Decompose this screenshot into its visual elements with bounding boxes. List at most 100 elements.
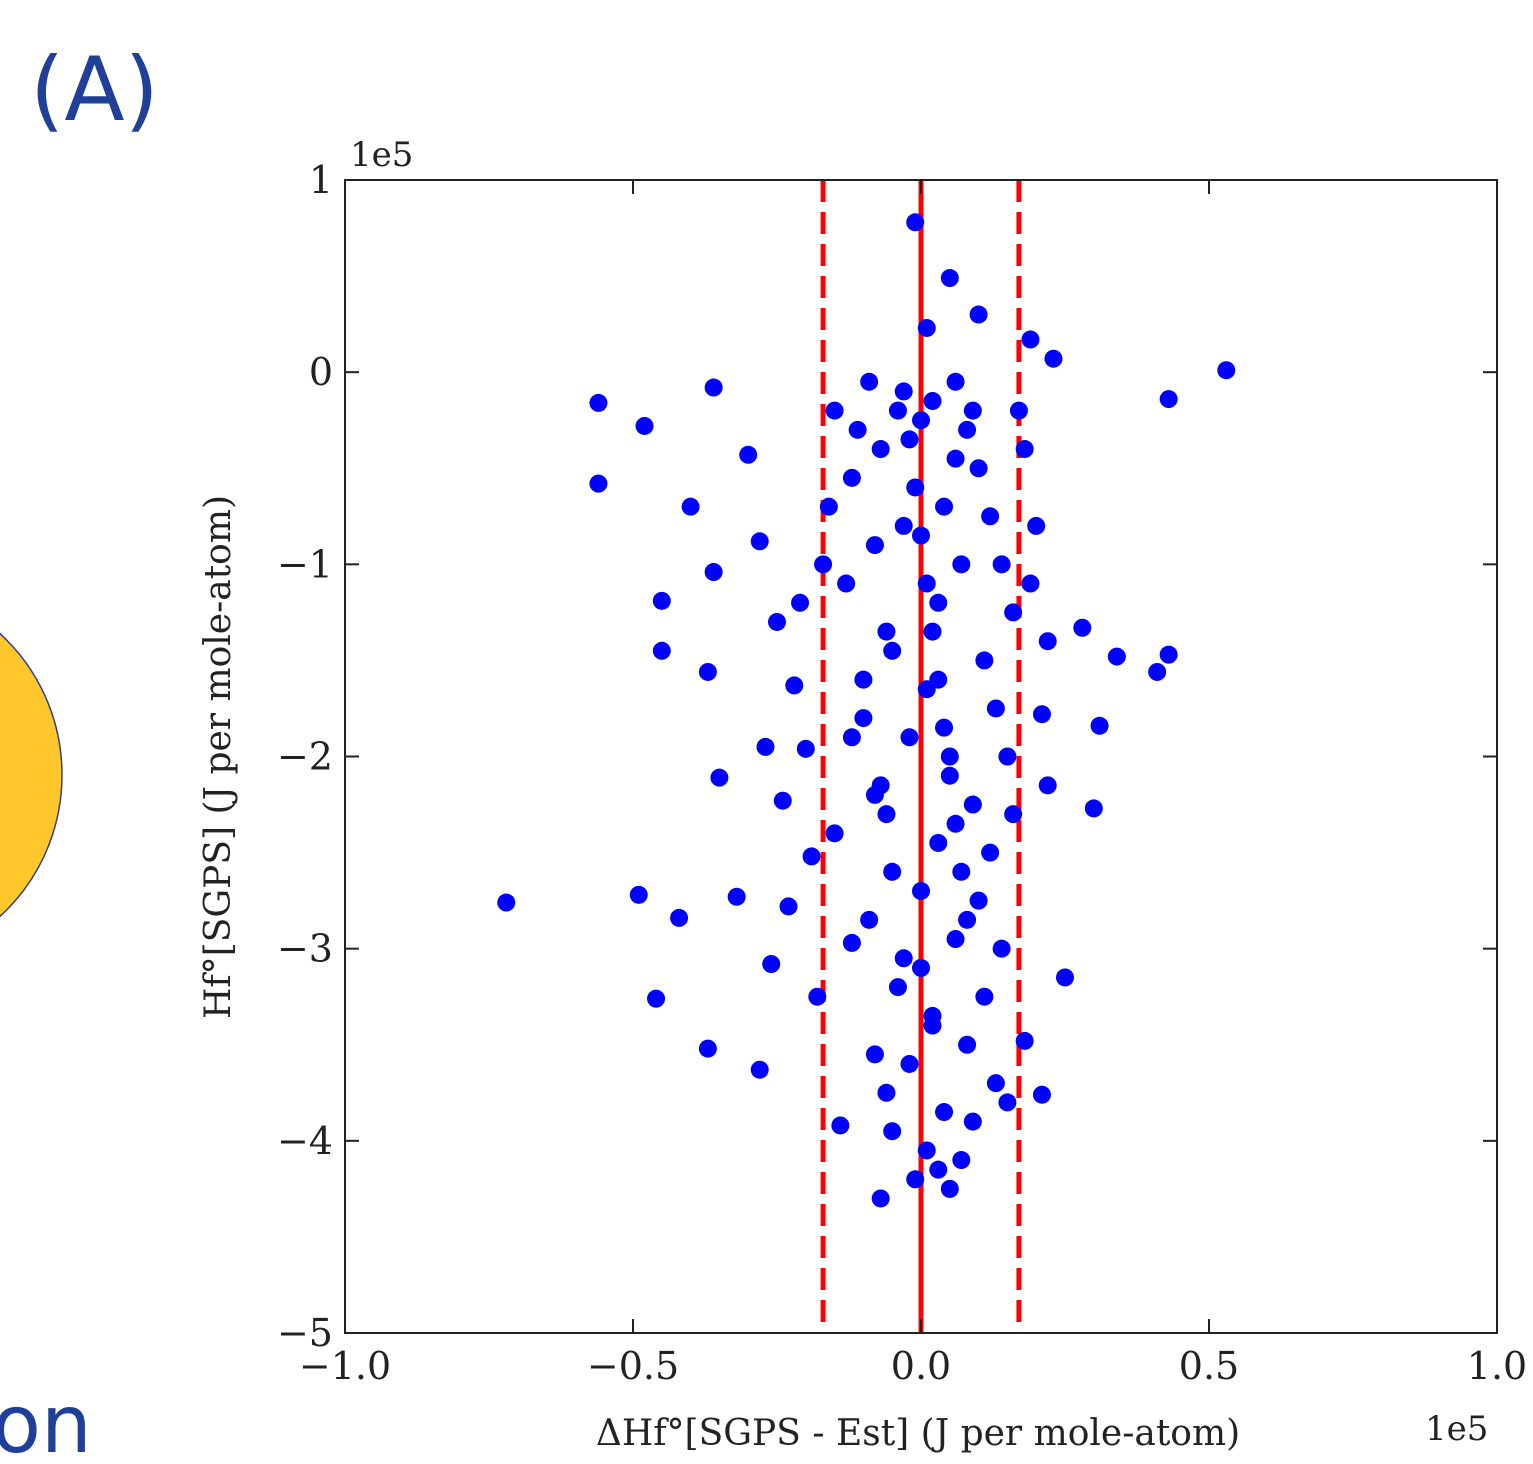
point [1021, 574, 1040, 593]
point [917, 1141, 936, 1160]
point [1217, 361, 1236, 380]
x-offset-label: 1e5 [1425, 1409, 1488, 1449]
panel-label: (A) [30, 38, 159, 141]
point [986, 699, 1005, 718]
point [860, 372, 879, 391]
point [865, 785, 884, 804]
y-tick-label: −1 [277, 542, 333, 586]
point [1044, 349, 1063, 368]
point [739, 445, 758, 464]
point [842, 468, 861, 487]
point [981, 843, 1000, 862]
point [975, 987, 994, 1006]
point [992, 555, 1011, 574]
point [860, 910, 879, 929]
point [940, 269, 959, 288]
point [969, 891, 988, 910]
point [750, 532, 769, 551]
point [865, 1045, 884, 1064]
x-tick-label: 0.0 [891, 1344, 951, 1388]
point [923, 622, 942, 641]
point [750, 1060, 769, 1079]
point [1032, 1085, 1051, 1104]
point [998, 747, 1017, 766]
point [848, 420, 867, 439]
point [1032, 705, 1051, 724]
point [825, 401, 844, 420]
point [1056, 968, 1074, 987]
point [1009, 401, 1028, 420]
point [865, 536, 884, 555]
point [900, 1054, 919, 1073]
point [819, 497, 838, 516]
y-tick-label: −5 [277, 1311, 333, 1355]
point [871, 1189, 890, 1208]
point [831, 1116, 850, 1135]
y-tick-label: 0 [309, 350, 333, 394]
point [762, 955, 781, 974]
point [900, 728, 919, 747]
point [894, 382, 913, 401]
point [1038, 776, 1057, 795]
point [877, 805, 896, 824]
point [929, 833, 948, 852]
point [589, 393, 608, 412]
point [969, 305, 988, 324]
point [698, 1039, 717, 1058]
point [952, 1151, 971, 1170]
point [940, 766, 959, 785]
point [963, 1112, 982, 1131]
point [906, 1170, 925, 1189]
point [589, 474, 608, 493]
y-tick-label: −2 [277, 735, 333, 779]
point [635, 416, 654, 435]
x-tick-label: −0.5 [587, 1344, 679, 1388]
point [842, 933, 861, 952]
point [946, 930, 965, 949]
point [814, 555, 833, 574]
point [912, 882, 930, 901]
point [906, 478, 925, 497]
point [629, 885, 648, 904]
point [652, 641, 671, 660]
point [796, 739, 815, 758]
side-text: on [0, 1378, 92, 1464]
point [952, 862, 971, 881]
point [1159, 390, 1178, 409]
y-offset-label: 1e5 [350, 135, 413, 175]
point [958, 420, 977, 439]
point [888, 978, 907, 997]
point [963, 795, 982, 814]
point [854, 709, 873, 728]
point [652, 591, 671, 610]
x-tick-label: 0.5 [1179, 1344, 1239, 1388]
point [958, 910, 977, 929]
point [1015, 440, 1034, 459]
point [681, 497, 700, 516]
y-tick-label: −4 [277, 1119, 333, 1163]
point [1090, 716, 1109, 735]
point [917, 574, 936, 593]
point [883, 1122, 902, 1141]
point [935, 718, 954, 737]
point [756, 737, 775, 756]
point [842, 728, 861, 747]
y-tick-label: −3 [277, 927, 333, 971]
point [1021, 330, 1040, 349]
point [773, 791, 792, 810]
point [912, 526, 930, 545]
point [923, 391, 942, 410]
point [877, 622, 896, 641]
point [837, 574, 856, 593]
point [854, 670, 873, 689]
point [940, 747, 959, 766]
point [969, 459, 988, 478]
point [1015, 1031, 1034, 1050]
point [900, 430, 919, 449]
point [802, 847, 821, 866]
point [710, 768, 729, 787]
point [929, 1160, 948, 1179]
point [704, 378, 723, 397]
